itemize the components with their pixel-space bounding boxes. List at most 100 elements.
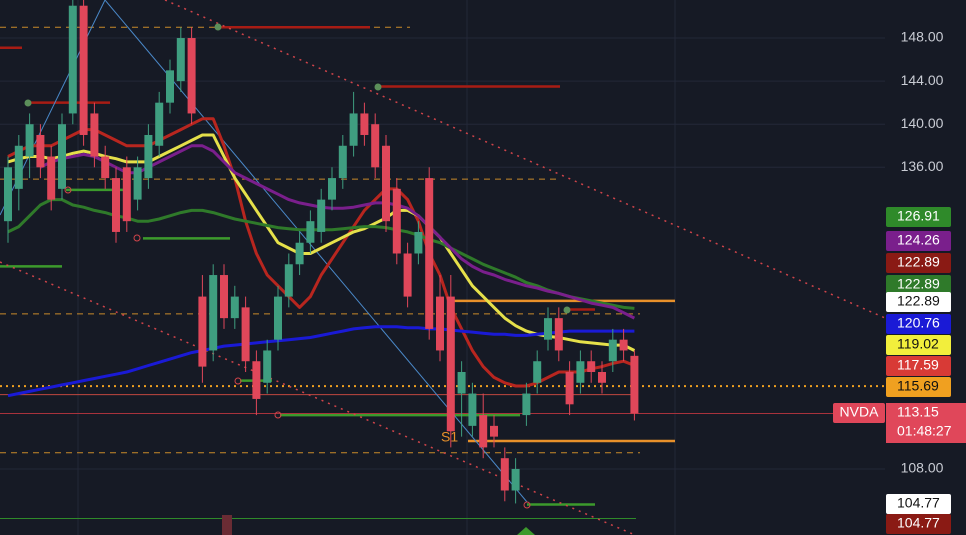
candle-body <box>47 156 56 200</box>
grid <box>0 0 885 535</box>
pivot <box>563 306 571 314</box>
candle-body <box>90 113 99 157</box>
candle-body <box>14 145 23 189</box>
candle-body <box>511 468 520 491</box>
volume-bar <box>222 515 232 535</box>
candle-body <box>79 5 88 135</box>
y-tick-label: 148.00 <box>901 29 944 45</box>
candle-body <box>598 372 606 383</box>
candle-body <box>112 178 120 232</box>
price-tag-label: 119.02 <box>897 336 939 352</box>
price-tag-label: 122.89 <box>897 276 940 292</box>
candle-body <box>209 275 218 351</box>
candle-body <box>576 361 585 383</box>
price-tag-bg <box>886 292 951 312</box>
countdown-label: 01:48:27 <box>897 423 952 439</box>
candle-body <box>619 339 628 351</box>
ma-line <box>7 133 636 352</box>
name-tag-bg <box>833 403 885 423</box>
candle-body <box>425 178 434 329</box>
pivot <box>374 83 382 91</box>
price-tag-bg <box>886 514 951 534</box>
price-tag-label: 115.69 <box>897 378 939 394</box>
trendline <box>0 261 636 535</box>
price-tag-bg <box>886 377 951 397</box>
candle-body <box>630 355 639 414</box>
pivot <box>234 377 242 385</box>
candle-body <box>252 361 261 399</box>
candle-body <box>176 38 185 82</box>
candle-body <box>36 134 45 168</box>
candle-body <box>403 253 412 297</box>
pivot <box>214 23 222 31</box>
candle-body <box>414 231 423 254</box>
candle-body <box>317 199 326 232</box>
price-tag-bg <box>886 231 951 251</box>
candle-body <box>436 296 444 351</box>
y-tick-label: 108.00 <box>901 460 944 476</box>
candle-body <box>133 167 142 200</box>
candle-body <box>587 361 596 373</box>
price-tag-bg <box>886 275 951 295</box>
pivot <box>24 99 32 107</box>
candle-body <box>544 318 552 340</box>
candle-body <box>490 425 498 437</box>
ma-line <box>7 117 635 388</box>
marker-triangle <box>517 527 535 535</box>
candle-body <box>338 145 347 179</box>
candle-body <box>382 145 390 222</box>
price-tag-label: 113.15 <box>897 404 939 420</box>
candle-body <box>263 350 272 383</box>
candle-body <box>101 156 110 179</box>
price-tag-bg <box>886 253 951 273</box>
price-tag-label: 104.77 <box>897 495 940 511</box>
candles <box>4 0 639 504</box>
candle-body <box>554 318 563 351</box>
candle-body <box>349 113 358 146</box>
candle-body <box>68 5 77 114</box>
candle-body <box>144 134 153 179</box>
y-tick-label: 136.00 <box>901 158 944 174</box>
pivot <box>64 186 72 194</box>
ma-line <box>7 325 635 398</box>
candle-body <box>457 372 466 394</box>
pivot <box>133 234 141 242</box>
candle-body <box>479 415 488 448</box>
candle-body <box>155 102 164 146</box>
candle-body <box>500 458 509 491</box>
candle-body <box>295 242 304 265</box>
pivot <box>523 501 531 509</box>
price-tag-bg <box>886 207 951 227</box>
candle-body <box>122 167 131 222</box>
price-tag-bg <box>886 403 966 443</box>
trendline <box>164 0 886 319</box>
candle-body <box>608 339 617 362</box>
candle-body <box>446 296 455 432</box>
price-axis: 108.00 136.00 140.00 144.00 148.00 126.91 124.… <box>833 29 966 534</box>
price-tag-label: 120.76 <box>897 315 940 331</box>
price-tag-label: 122.89 <box>897 254 940 270</box>
candle-body <box>284 264 293 297</box>
candle-body <box>166 70 174 103</box>
candle-body <box>371 124 380 168</box>
price-tag-label: 122.89 <box>897 293 940 309</box>
candle-body <box>187 38 196 114</box>
candle-body <box>220 275 228 319</box>
candle-body <box>306 221 315 243</box>
pivot <box>274 411 282 419</box>
candle-body <box>274 296 282 340</box>
candle-body <box>241 307 250 362</box>
y-tick-label: 140.00 <box>901 115 944 131</box>
price-tag-label: 104.77 <box>897 515 940 531</box>
candle-body <box>522 393 531 416</box>
candle-body <box>25 124 34 157</box>
candle-body <box>198 296 207 367</box>
candle-body <box>230 296 239 319</box>
markers <box>24 23 571 535</box>
price-tag-bg <box>886 335 951 355</box>
candle-body <box>468 393 477 426</box>
price-tag-bg <box>886 494 951 514</box>
price-tag-label: 117.59 <box>897 357 939 373</box>
price-tag-bg <box>886 356 951 376</box>
